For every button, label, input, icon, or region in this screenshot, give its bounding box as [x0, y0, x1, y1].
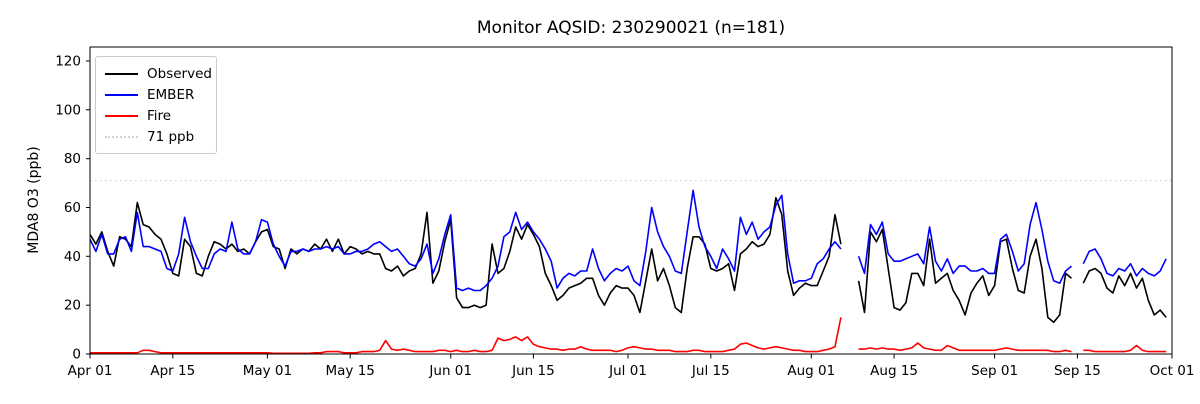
legend-item-observed: Observed — [105, 63, 212, 84]
x-tick-label: Oct 01 — [1150, 363, 1195, 379]
legend-label: 71 ppb — [147, 128, 195, 145]
legend-item-threshold: 71 ppb — [105, 126, 208, 147]
plot-border — [89, 46, 1173, 355]
plot-area: 0 20 40 60 80 100 120 Apr 01 Apr 15 May 01 May 15 J… — [55, 46, 1195, 379]
legend-label: Fire — [147, 107, 172, 124]
x-tick-label: Aug 15 — [870, 363, 918, 379]
observed-line — [857, 228, 1073, 324]
y-tick-label: 20 — [64, 298, 81, 314]
x-tick-label: Jun 01 — [428, 363, 472, 379]
x-tick-label: Sep 01 — [971, 363, 1018, 379]
x-tick-label: May 01 — [243, 363, 292, 379]
y-tick-label: 100 — [55, 102, 81, 118]
fire-line — [1083, 344, 1167, 353]
y-tick-label: 60 — [64, 200, 81, 216]
legend-label: Observed — [147, 65, 212, 82]
y-tick-label: 0 — [72, 347, 81, 363]
observed-line — [89, 196, 842, 314]
threshold-line-sample — [105, 135, 138, 138]
ember-line — [89, 189, 842, 292]
fire-line-sample — [105, 114, 138, 117]
legend: Observed EMBER Fire 71 ppb — [95, 56, 217, 154]
observed-line — [1082, 267, 1167, 318]
y-tick-label: 120 — [55, 54, 81, 70]
x-tick-label: Apr 15 — [150, 363, 195, 379]
x-tick-label: Jun 15 — [511, 363, 555, 379]
ember-line — [857, 201, 1073, 285]
x-tick-label: May 15 — [326, 363, 375, 379]
x-tick-label: Jul 15 — [691, 363, 730, 379]
x-tick-label: Aug 01 — [787, 363, 835, 379]
chart-title: Monitor AQSID: 230290021 (n=181) — [477, 18, 785, 38]
x-tick-label: Jul 01 — [608, 363, 647, 379]
x-tick-label: Apr 01 — [68, 363, 113, 379]
legend-item-ember: EMBER — [105, 84, 208, 105]
fire-line — [90, 317, 842, 355]
legend-label: EMBER — [147, 86, 195, 103]
y-tick-label: 80 — [64, 151, 81, 167]
ember-line — [1082, 248, 1167, 277]
y-tick-label: 40 — [64, 249, 81, 265]
y-axis-label: MDA8 O3 (ppb) — [26, 146, 42, 254]
legend-item-fire: Fire — [105, 105, 208, 126]
ember-line-sample — [105, 93, 138, 96]
observed-line-sample — [105, 72, 138, 75]
fire-line — [858, 342, 1072, 353]
x-tick-label: Sep 15 — [1054, 363, 1101, 379]
